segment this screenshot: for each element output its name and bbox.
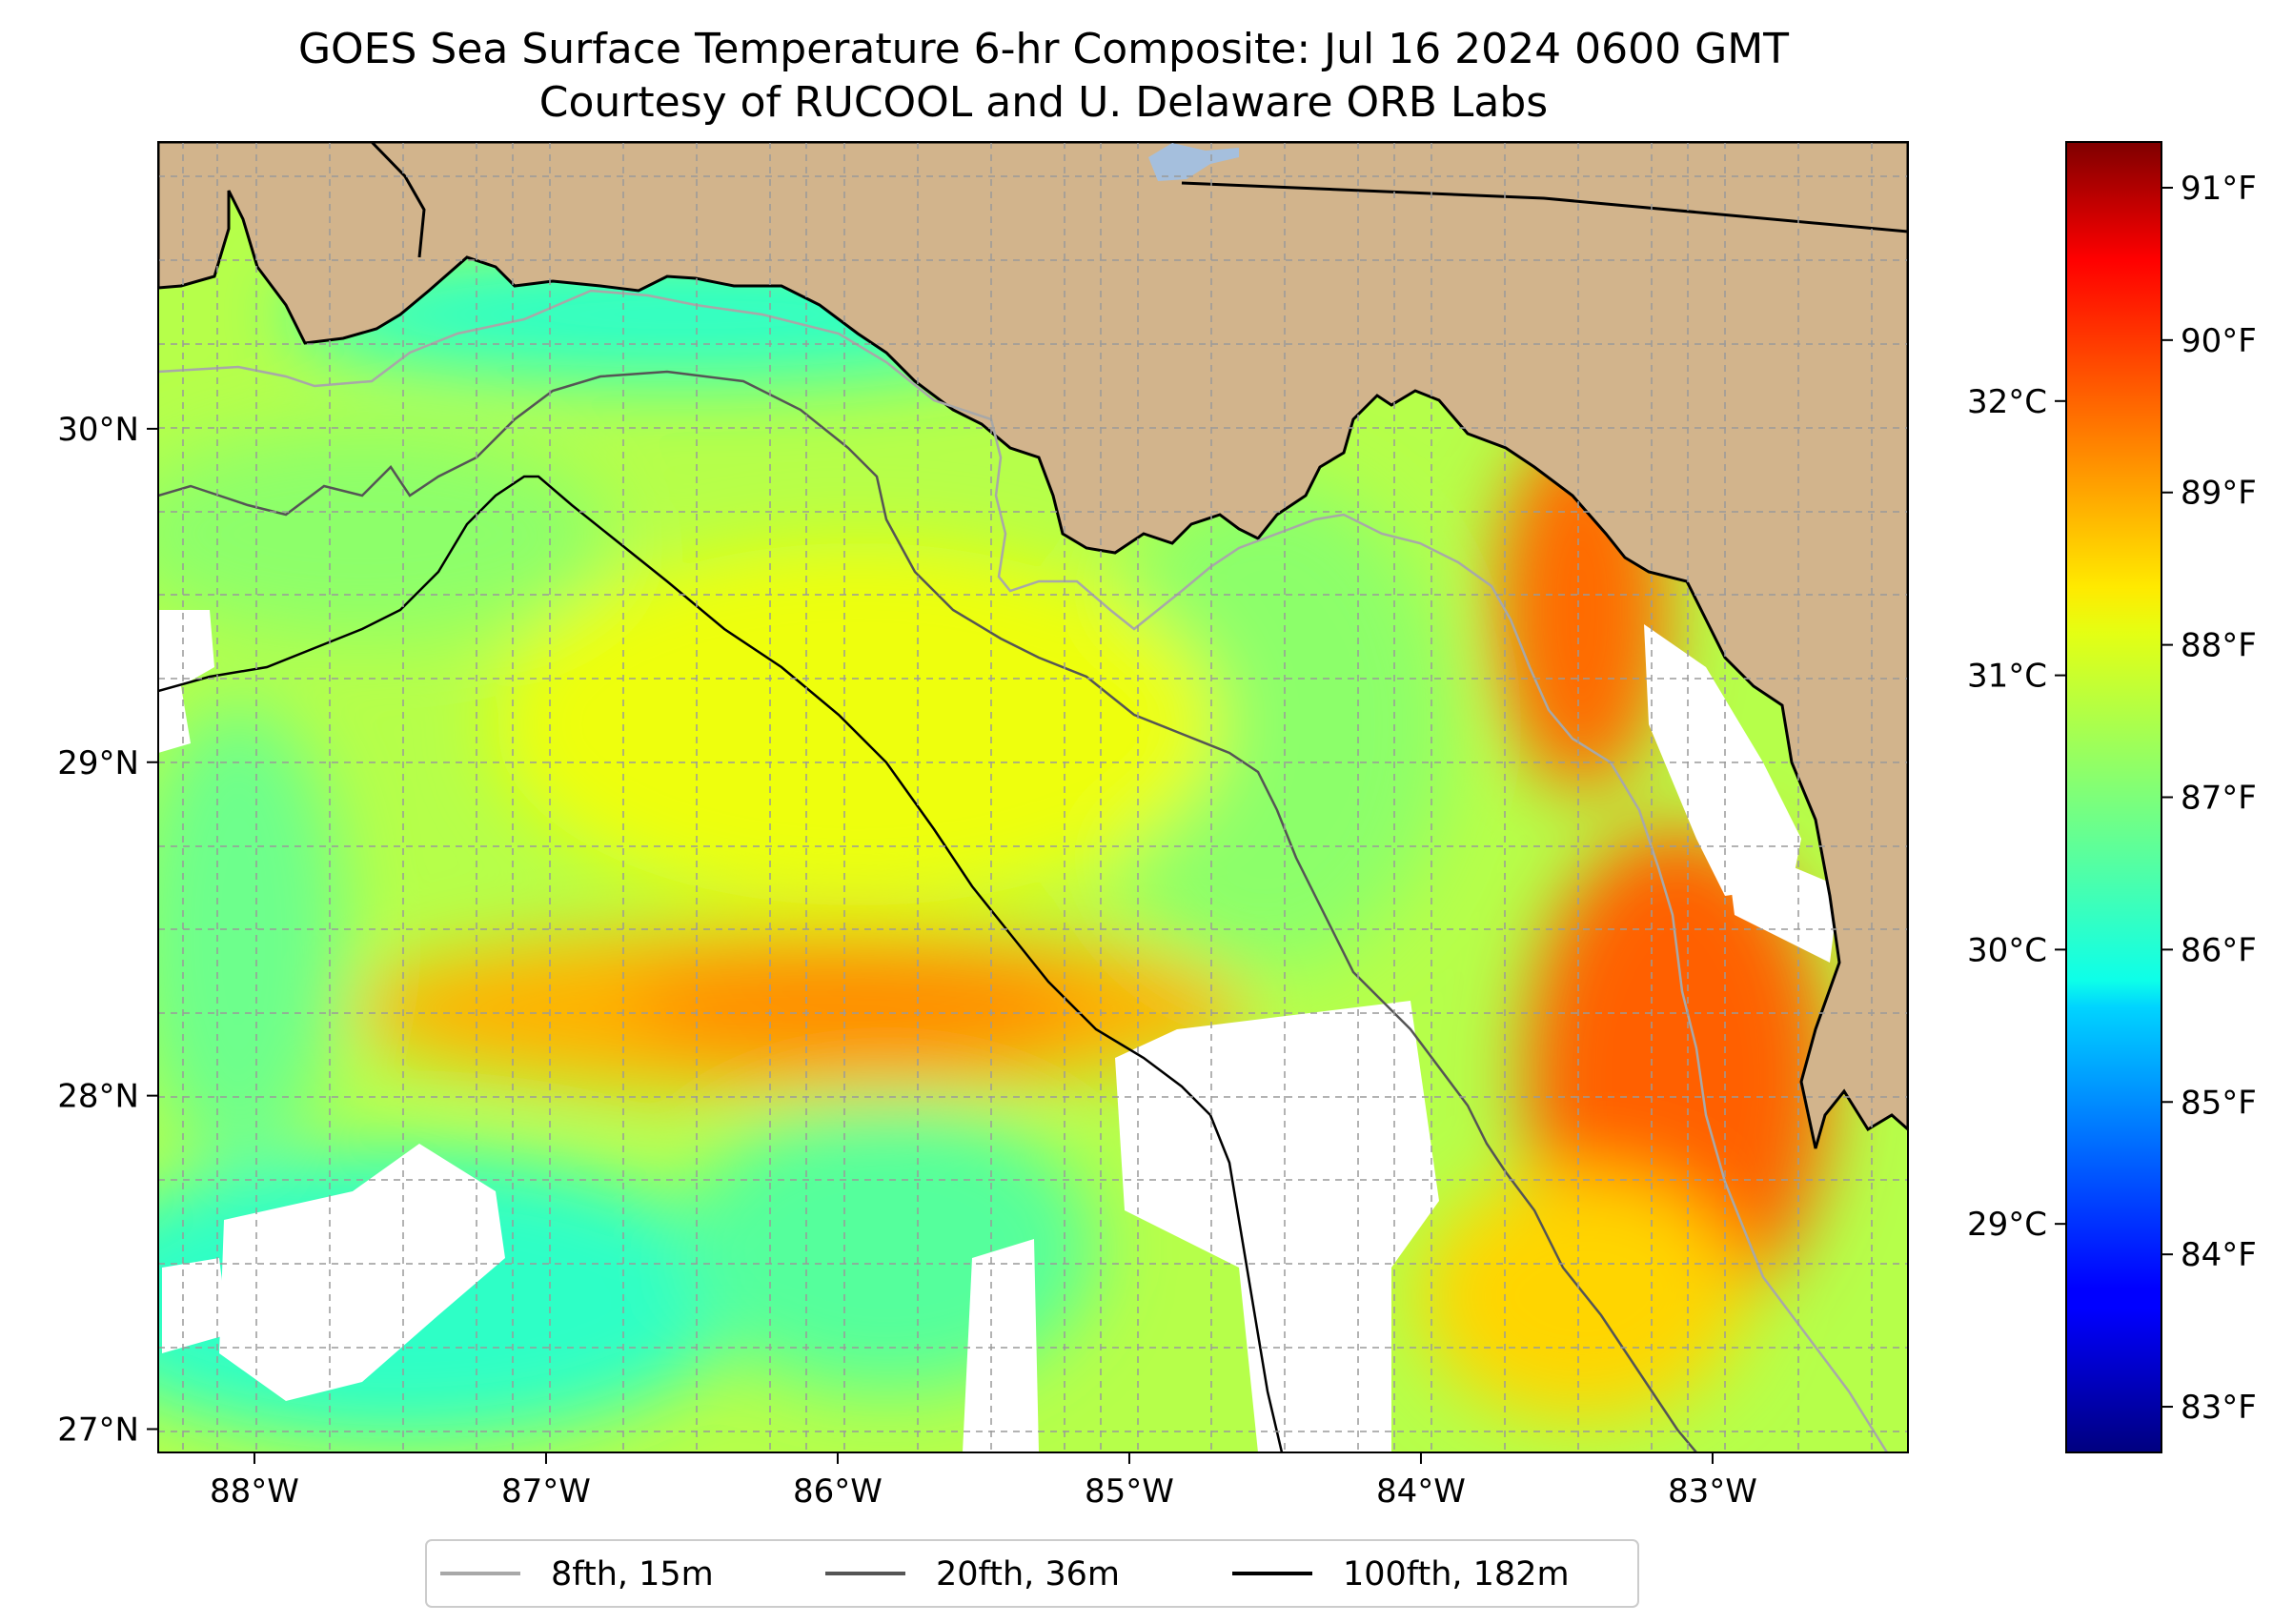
x-tick-label: 83°W <box>1668 1472 1757 1511</box>
colorbar-scale <box>2065 141 2162 1453</box>
colorbar-f-label: 90°F <box>2181 322 2257 360</box>
colorbar-c-label: 29°C <box>1967 1206 2047 1244</box>
colorbar-f-label: 89°F <box>2181 475 2257 513</box>
colorbar-fahrenheit-axis: 83°F 84°F 85°F 86°F 87°F 88°F 89°F 90°F 91°F <box>2161 170 2257 1427</box>
y-tick-label: 29°N <box>57 744 139 782</box>
colorbar-f-label: 86°F <box>2181 931 2257 969</box>
isobath-20fth-36m <box>158 370 1697 1452</box>
sst-cool-west-edge <box>158 705 343 1163</box>
x-tick-label: 85°W <box>1085 1472 1174 1511</box>
sst-cool-mid-west <box>158 429 610 639</box>
legend-entries: 8fth, 15m 20fth, 36m 100fth, 182m <box>440 1555 1570 1594</box>
colorbar-f-label: 83°F <box>2181 1389 2257 1427</box>
colorbar-f-label: 84°F <box>2181 1236 2257 1274</box>
colorbar-c-label: 32°C <box>1967 383 2047 421</box>
y-axis: 27°N 28°N 29°N 30°N <box>57 411 158 1450</box>
legend-entry-label: 100fth, 182m <box>1343 1555 1570 1594</box>
no-data-south-central <box>963 1239 1039 1452</box>
colorbar-c-label: 31°C <box>1967 658 2047 696</box>
sst-yellow-center <box>496 543 1220 905</box>
x-tick-label: 86°W <box>793 1472 883 1511</box>
y-tick-label: 27°N <box>57 1411 139 1450</box>
x-tick-label: 84°W <box>1376 1472 1466 1511</box>
map-title: GOES Sea Surface Temperature 6-hr Compos… <box>298 25 1789 73</box>
colorbar-f-label: 91°F <box>2181 170 2257 208</box>
lake-feature <box>1148 143 1239 181</box>
legend-entry-label: 20fth, 36m <box>936 1555 1120 1594</box>
sst-warm-core <box>629 953 1086 1058</box>
no-data-florida-nearshore <box>1644 624 1801 896</box>
x-tick-label: 88°W <box>210 1472 299 1511</box>
colorbar-f-label: 88°F <box>2181 627 2257 665</box>
no-data-southwest <box>219 1144 505 1401</box>
map-gridlines <box>158 142 1908 1452</box>
no-data-west-edge <box>158 610 214 753</box>
state-boundary-west <box>370 142 426 258</box>
legend-box <box>425 1539 1639 1608</box>
y-tick-label: 30°N <box>57 411 139 449</box>
land-mass <box>158 142 1908 1149</box>
isobath-100fth-182m <box>158 475 1284 1452</box>
no-data-south-strip <box>162 1258 229 1353</box>
sst-yellow-southeast <box>1420 1172 1744 1420</box>
isobath-8fth-15m <box>158 289 1889 1452</box>
colorbar-celsius-axis: 29°C 30°C 31°C 32°C <box>1967 383 2066 1244</box>
no-data-nearshore-2 <box>1725 839 1839 963</box>
x-axis: 88°W 87°W 86°W 85°W 84°W 83°W <box>210 1452 1757 1511</box>
map-plot-area <box>158 142 1908 1452</box>
state-boundary-north <box>1181 181 1908 233</box>
map-frame <box>157 141 1909 1453</box>
x-tick-label: 87°W <box>501 1472 591 1511</box>
map-subtitle: Courtesy of RUCOOL and U. Delaware ORB L… <box>539 78 1548 127</box>
legend-entry-label: 8fth, 15m <box>551 1555 714 1594</box>
isobath-legend: 8fth, 15m 20fth, 36m 100fth, 182m <box>425 1539 1639 1608</box>
colorbar-f-label: 85°F <box>2181 1084 2257 1122</box>
colorbar-c-label: 30°C <box>1967 931 2047 969</box>
y-tick-label: 28°N <box>57 1078 139 1116</box>
colorbar-f-label: 87°F <box>2181 780 2257 818</box>
